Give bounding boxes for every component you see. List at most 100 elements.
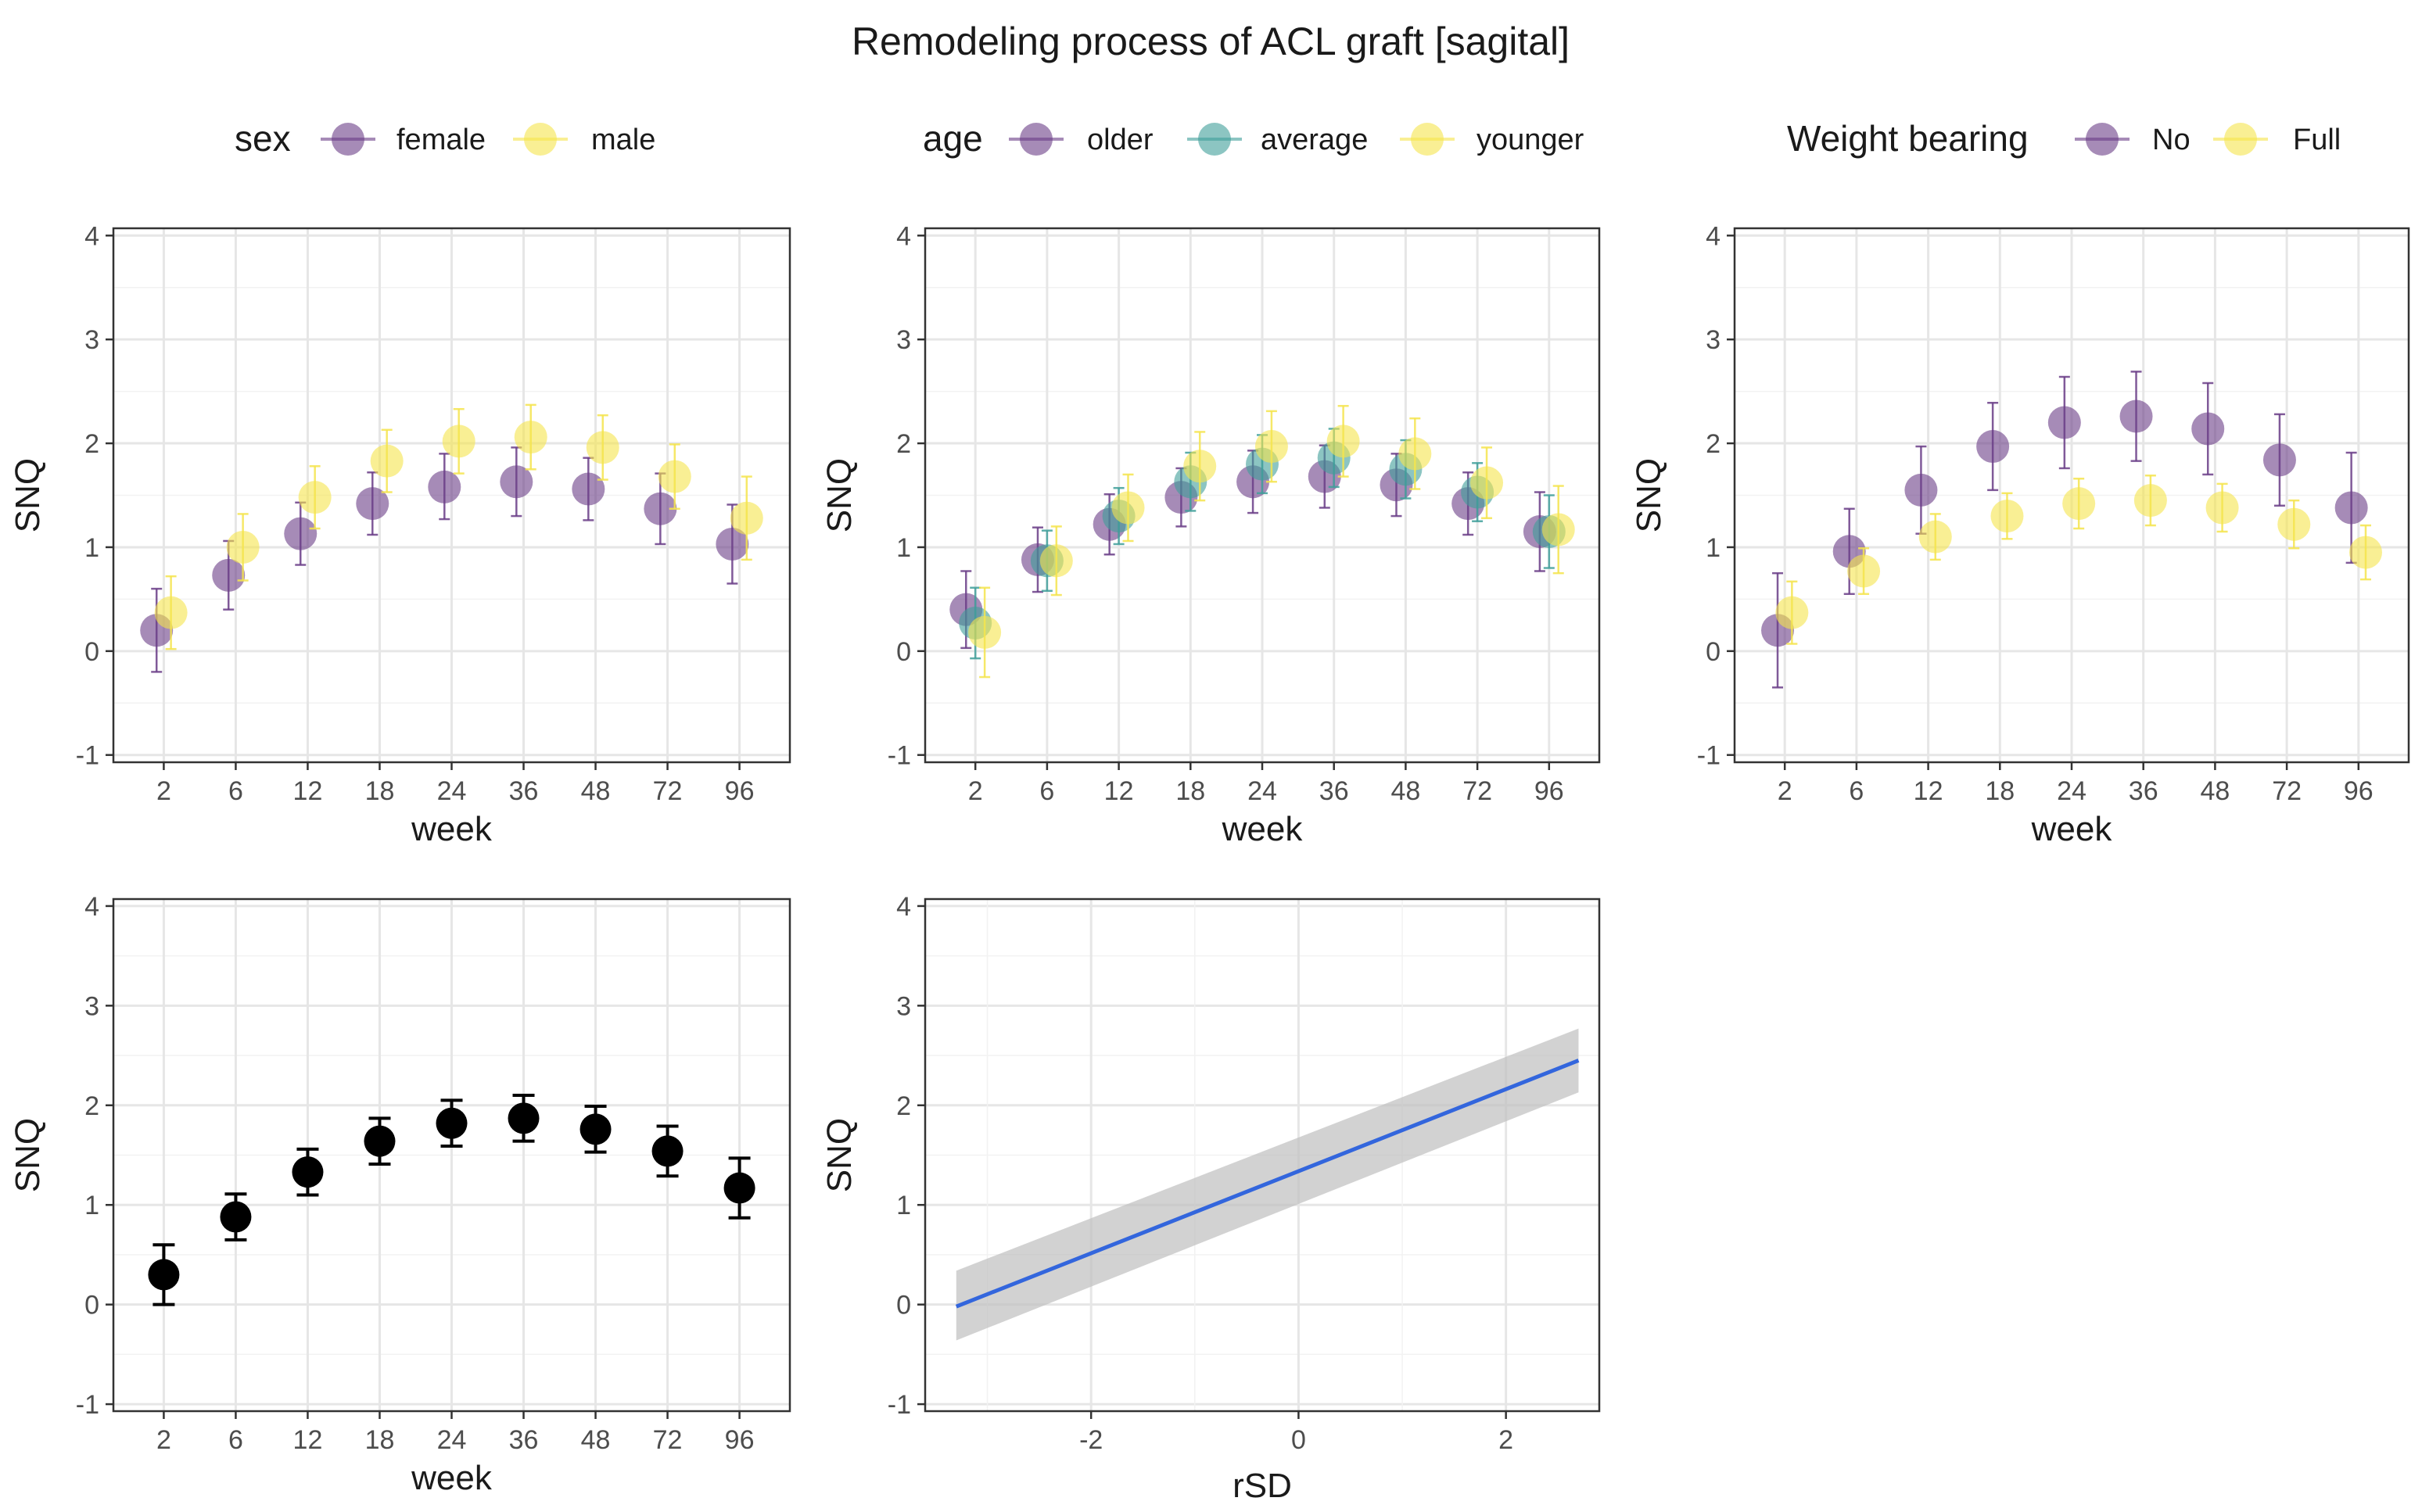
legend-label-older: older xyxy=(1087,124,1154,156)
y-axis-label: SNQ xyxy=(9,458,47,532)
x-tick-label: 24 xyxy=(437,1425,467,1455)
data-point xyxy=(579,1113,612,1145)
data-point xyxy=(370,444,404,478)
series-full xyxy=(1775,475,2382,645)
legend-title-age: age xyxy=(923,118,983,159)
x-tick-label: 12 xyxy=(293,776,323,806)
y-tick-label: 2 xyxy=(1706,429,1721,459)
panel-rsd: -1 0 1 2 3 4 rSD SNQ -2 0 2 xyxy=(820,892,1601,1505)
legend-weight-bearing: Weight bearing No Full xyxy=(1787,118,2341,159)
y-tick-label: 1 xyxy=(84,533,99,563)
data-point xyxy=(2062,487,2096,521)
x-tick-label: 72 xyxy=(653,776,683,806)
x-tick-label: 96 xyxy=(2344,776,2374,806)
panel-border xyxy=(924,227,1601,764)
data-point xyxy=(2348,536,2382,569)
legend-label-average: average xyxy=(1261,124,1368,156)
legend-item-full: Full xyxy=(2213,123,2341,156)
legend-key-average xyxy=(1198,123,1231,156)
y-tick-label: -1 xyxy=(76,1390,99,1420)
data-point xyxy=(1254,430,1288,464)
data-point xyxy=(220,1201,252,1233)
x-tick-label: -2 xyxy=(1079,1425,1103,1455)
panel-border xyxy=(112,898,791,1413)
x-tick-label: 2 xyxy=(156,776,171,806)
y-tick-label: 1 xyxy=(84,1191,99,1220)
data-point xyxy=(356,487,389,521)
data-point xyxy=(1990,500,2024,533)
data-point xyxy=(514,421,547,454)
x-axis-label: week xyxy=(411,810,493,848)
y-tick-label: 2 xyxy=(896,429,911,459)
x-tick-label: 36 xyxy=(2129,776,2158,806)
data-point xyxy=(148,1259,180,1291)
data-point xyxy=(1775,596,1809,629)
data-point xyxy=(1918,520,1952,554)
y-tick-label: 3 xyxy=(84,991,99,1021)
y-tick-label: 2 xyxy=(896,1091,911,1121)
y-tick-label: 0 xyxy=(84,637,99,667)
data-point xyxy=(1904,473,1938,507)
y-tick-label: 4 xyxy=(896,221,911,251)
x-tick-label: 6 xyxy=(1039,776,1054,806)
legend-key-no xyxy=(2086,123,2119,156)
data-point xyxy=(500,465,533,499)
x-tick-label: 96 xyxy=(725,776,755,806)
data-point xyxy=(298,481,332,514)
series-male xyxy=(154,403,763,650)
y-tick-label: -1 xyxy=(1697,741,1721,771)
y-tick-label: 1 xyxy=(896,533,911,563)
legend-label-younger: younger xyxy=(1477,124,1584,156)
data-point xyxy=(226,530,260,564)
data-point xyxy=(154,596,188,629)
x-tick-label: 0 xyxy=(1291,1425,1306,1455)
y-tick-label: -1 xyxy=(76,741,99,771)
y-tick-label: 3 xyxy=(896,991,911,1021)
data-point xyxy=(716,527,749,561)
legend-key-full xyxy=(2224,123,2257,156)
legend-label-no: No xyxy=(2152,124,2191,156)
legend-item-no: No xyxy=(2075,123,2191,156)
y-tick-label: 1 xyxy=(1706,533,1721,563)
x-tick-label: 18 xyxy=(1175,776,1205,806)
y-axis-label: SNQ xyxy=(9,1118,47,1192)
x-tick-label: 72 xyxy=(2272,776,2302,806)
legend-item-older: older xyxy=(1009,123,1154,156)
data-point xyxy=(508,1102,540,1134)
x-tick-label: 18 xyxy=(365,1425,395,1455)
data-point xyxy=(1398,437,1432,471)
x-tick-label: 24 xyxy=(437,776,467,806)
y-tick-label: 2 xyxy=(84,1091,99,1121)
y-tick-label: 3 xyxy=(896,325,911,355)
data-point xyxy=(1039,544,1073,578)
series-younger xyxy=(968,404,1575,679)
y-tick-label: 0 xyxy=(1706,637,1721,667)
x-tick-label: 36 xyxy=(1319,776,1349,806)
regression-line xyxy=(955,1059,1580,1309)
legend-key-older xyxy=(1020,123,1053,156)
data-point xyxy=(651,1135,684,1167)
legend-label-full: Full xyxy=(2293,124,2341,156)
data-point xyxy=(586,431,619,464)
y-tick-label: 0 xyxy=(896,637,911,667)
legend-title-sex: sex xyxy=(235,118,291,159)
legend-label-female: female xyxy=(396,124,486,156)
x-tick-label: 18 xyxy=(365,776,395,806)
figure-title: Remodeling process of ACL graft [sagital… xyxy=(852,20,1570,63)
data-point xyxy=(364,1125,396,1157)
data-point xyxy=(1326,425,1360,458)
x-axis-label: week xyxy=(2031,810,2113,848)
x-tick-label: 6 xyxy=(1849,776,1864,806)
x-tick-label: 2 xyxy=(1778,776,1792,806)
legend-label-male: male xyxy=(591,124,655,156)
data-point xyxy=(1111,491,1145,525)
data-point xyxy=(212,558,246,592)
y-tick-label: 2 xyxy=(84,429,99,459)
data-point xyxy=(968,615,1002,649)
x-tick-label: 24 xyxy=(1247,776,1277,806)
data-point xyxy=(436,1107,468,1139)
x-tick-label: 2 xyxy=(156,1425,171,1455)
data-point xyxy=(2047,406,2081,439)
